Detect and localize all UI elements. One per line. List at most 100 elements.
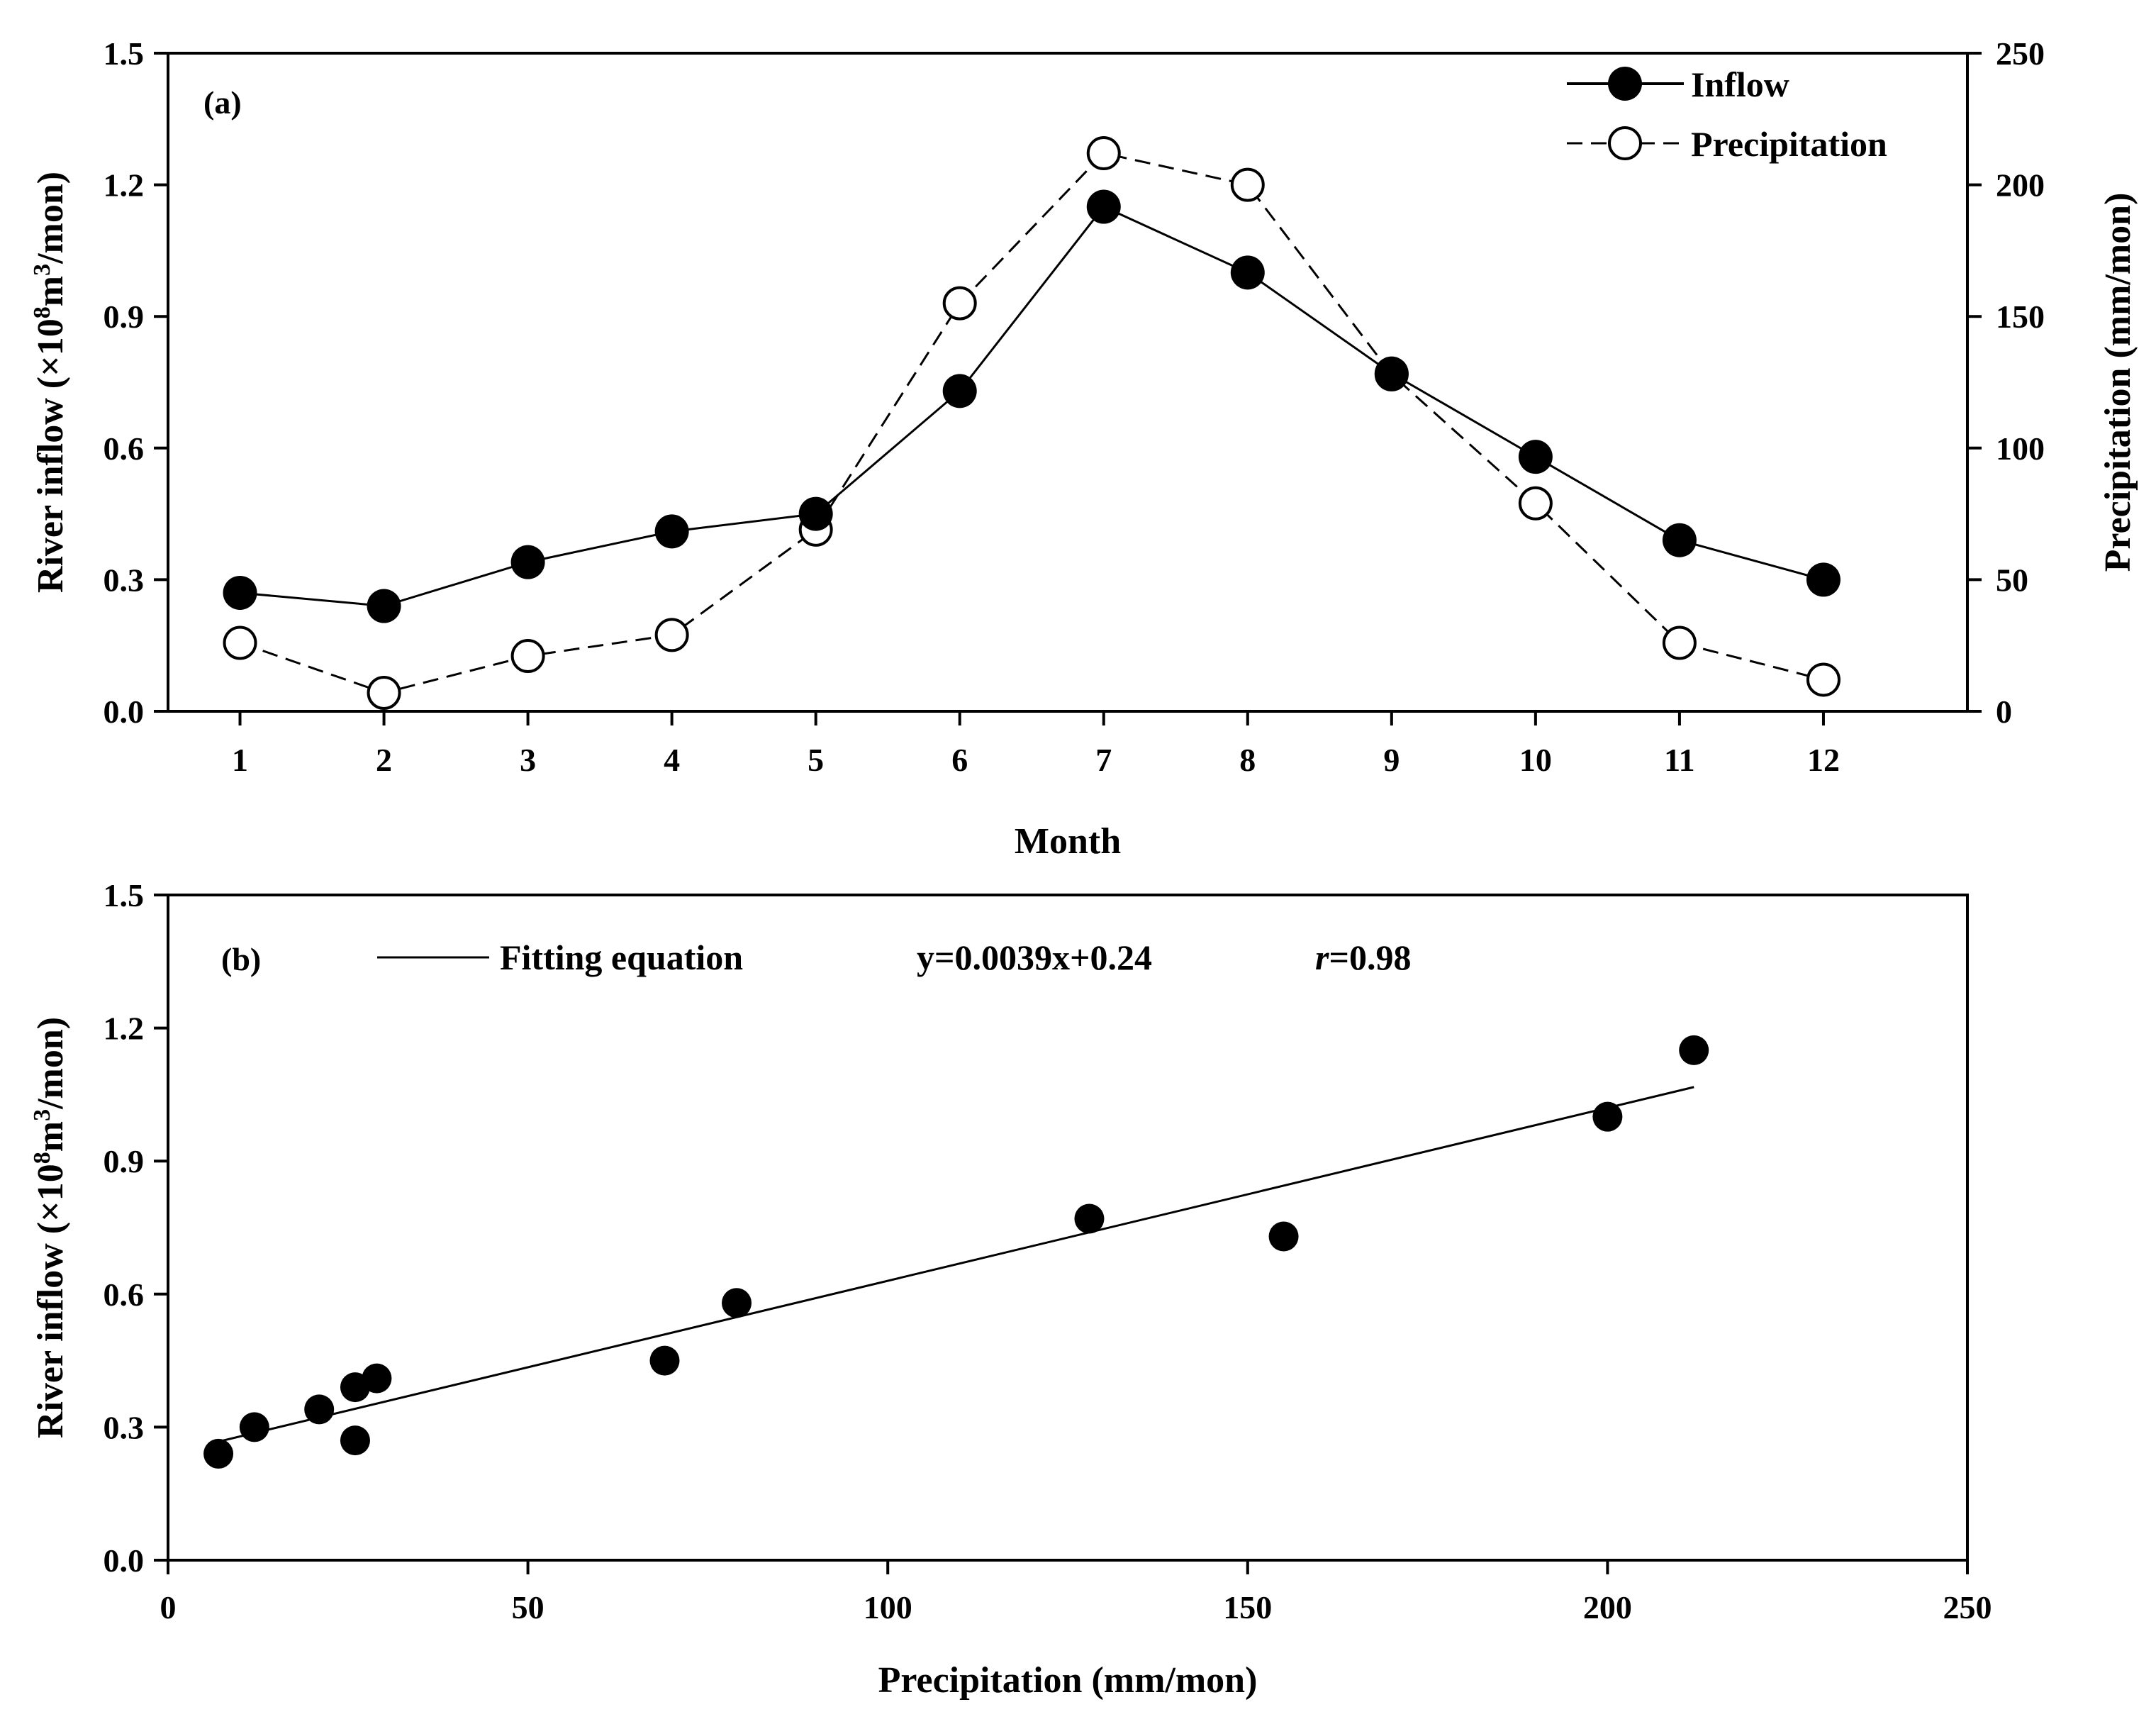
x-tick-label-a: 10 xyxy=(1519,742,1552,778)
y-tick-label-b: 0.9 xyxy=(104,1143,145,1179)
series-line-inflow xyxy=(240,205,1824,608)
x-tick-label-b: 0 xyxy=(160,1589,177,1625)
point-precipitation xyxy=(367,676,401,711)
point-precipitation xyxy=(942,286,977,321)
x-tick-label-a: 4 xyxy=(664,742,680,778)
point-precipitation xyxy=(1086,136,1121,171)
point-inflow xyxy=(1662,523,1697,557)
y2-axis-title-a: Precipitation (mm/mon) xyxy=(2098,193,2138,572)
y2-tick-label-a: 100 xyxy=(1996,430,2045,467)
scatter-point xyxy=(1592,1101,1623,1132)
point-precipitation xyxy=(1662,625,1697,660)
y-tick-label-a: 0.3 xyxy=(104,562,145,598)
scatter-point xyxy=(722,1288,752,1318)
panel-b: 0 50 100 150 200 250 0.0 0.3 0.6 0.9 1.2 1.5 Precipi… xyxy=(29,877,1992,1701)
point-precipitation xyxy=(510,639,545,674)
r-symbol: r xyxy=(1315,938,1329,977)
ylabel-part: 8 xyxy=(29,1152,55,1164)
scatter-point xyxy=(304,1394,335,1425)
panel-a: 1 2 3 4 5 6 7 8 9 10 11 120.00.30.60.91.21.50501001… xyxy=(29,35,2139,862)
scatter-point xyxy=(649,1345,680,1376)
plot-frame-b xyxy=(167,894,1969,1562)
fit-r-value: r=0.98 xyxy=(1315,938,1411,977)
point-inflow xyxy=(654,514,689,549)
x-tick-label-b: 100 xyxy=(864,1589,912,1625)
legend-label-fit: Fitting equation xyxy=(500,938,743,977)
x-tick-label-a: 11 xyxy=(1664,742,1694,778)
y-tick-label-b: 0.0 xyxy=(104,1542,145,1579)
x-tick-label-b: 50 xyxy=(512,1589,544,1625)
x-tick-label-a: 6 xyxy=(951,742,968,778)
legend-a: Inflow Precipitation xyxy=(1567,65,1887,164)
scatter-point xyxy=(1268,1221,1299,1252)
x-tick-label-a: 1 xyxy=(232,742,248,778)
point-inflow xyxy=(367,589,401,623)
y-tick-label-b: 1.5 xyxy=(104,877,145,913)
y2-tick-label-a: 200 xyxy=(1996,167,2045,204)
y-tick-label-a: 0.0 xyxy=(104,694,145,730)
y2-tick-label-a: 0 xyxy=(1996,694,2012,730)
ylabel-part: m xyxy=(30,276,71,306)
x-axis-title-a: Month xyxy=(1015,821,1121,862)
point-inflow xyxy=(223,575,257,610)
y-tick-label-a: 0.6 xyxy=(104,430,145,467)
x-tick-label-b: 200 xyxy=(1583,1589,1632,1625)
point-inflow xyxy=(1806,562,1841,597)
ylabel-part: River inflow (×10 xyxy=(30,318,71,593)
x-tick-label-a: 12 xyxy=(1807,742,1840,778)
legend-label-inflow: Inflow xyxy=(1691,65,1789,104)
point-precipitation xyxy=(1518,486,1553,521)
x-axis-title-b: Precipitation (mm/mon) xyxy=(878,1660,1258,1701)
point-precipitation xyxy=(654,618,689,652)
ylabel-part: 3 xyxy=(29,1109,55,1121)
y2-tick-label-a: 250 xyxy=(1996,35,2045,72)
fit-line xyxy=(218,1086,1694,1443)
scatter-point xyxy=(340,1425,370,1456)
y-axis-title-b: River inflow (×108m3/mon) xyxy=(29,1017,72,1438)
r-value: =0.98 xyxy=(1329,938,1411,977)
scatter-point xyxy=(1074,1203,1105,1234)
point-inflow xyxy=(1518,440,1553,474)
panel-label-b: (b) xyxy=(221,941,261,977)
ylabel-part: River inflow (×10 xyxy=(30,1164,71,1438)
y-tick-label-b: 1.2 xyxy=(104,1011,145,1047)
y2-tick-label-a: 150 xyxy=(1996,299,2045,335)
ylabel-part: /mon) xyxy=(30,172,71,265)
x-tick-label-a: 7 xyxy=(1095,742,1112,778)
y-tick-label-a: 1.5 xyxy=(104,35,145,72)
legend-b: Fitting equation y=0.0039x+0.24 r=0.98 xyxy=(377,938,1411,977)
scatter-point xyxy=(362,1363,392,1394)
scatter-point xyxy=(1679,1035,1709,1065)
scatter-point xyxy=(239,1412,269,1442)
ylabel-part: m xyxy=(30,1121,71,1152)
x-tick-label-b: 250 xyxy=(1943,1589,1992,1625)
point-inflow xyxy=(1230,255,1265,290)
y-tick-label-b: 0.6 xyxy=(104,1277,145,1313)
point-inflow xyxy=(1086,189,1121,224)
series-line-precipitation xyxy=(240,152,1824,694)
legend-marker-inflow xyxy=(1608,67,1642,101)
scatter-point xyxy=(203,1438,234,1469)
point-inflow xyxy=(1374,356,1409,391)
y-axis-title-a: River inflow (×108m3/mon) xyxy=(29,172,72,593)
ylabel-part: 8 xyxy=(29,306,55,318)
ylabel-part: /mon) xyxy=(30,1017,71,1110)
x-tick-label-a: 8 xyxy=(1239,742,1256,778)
x-tick-label-a: 5 xyxy=(808,742,824,778)
point-precipitation xyxy=(1806,662,1841,697)
fit-equation: y=0.0039x+0.24 xyxy=(917,938,1152,977)
y-tick-label-a: 0.9 xyxy=(104,299,145,335)
y2-tick-label-a: 50 xyxy=(1996,562,2028,598)
x-tick-label-a: 2 xyxy=(376,742,392,778)
y-tick-label-a: 1.2 xyxy=(104,167,145,204)
ylabel-part: 3 xyxy=(29,264,55,276)
y-tick-label-b: 0.3 xyxy=(104,1409,145,1445)
point-inflow xyxy=(798,496,833,531)
point-precipitation xyxy=(223,625,257,660)
panel-label-a: (a) xyxy=(203,84,242,121)
legend-marker-precipitation xyxy=(1608,126,1642,160)
x-tick-label-b: 150 xyxy=(1223,1589,1272,1625)
point-precipitation xyxy=(1230,167,1265,202)
